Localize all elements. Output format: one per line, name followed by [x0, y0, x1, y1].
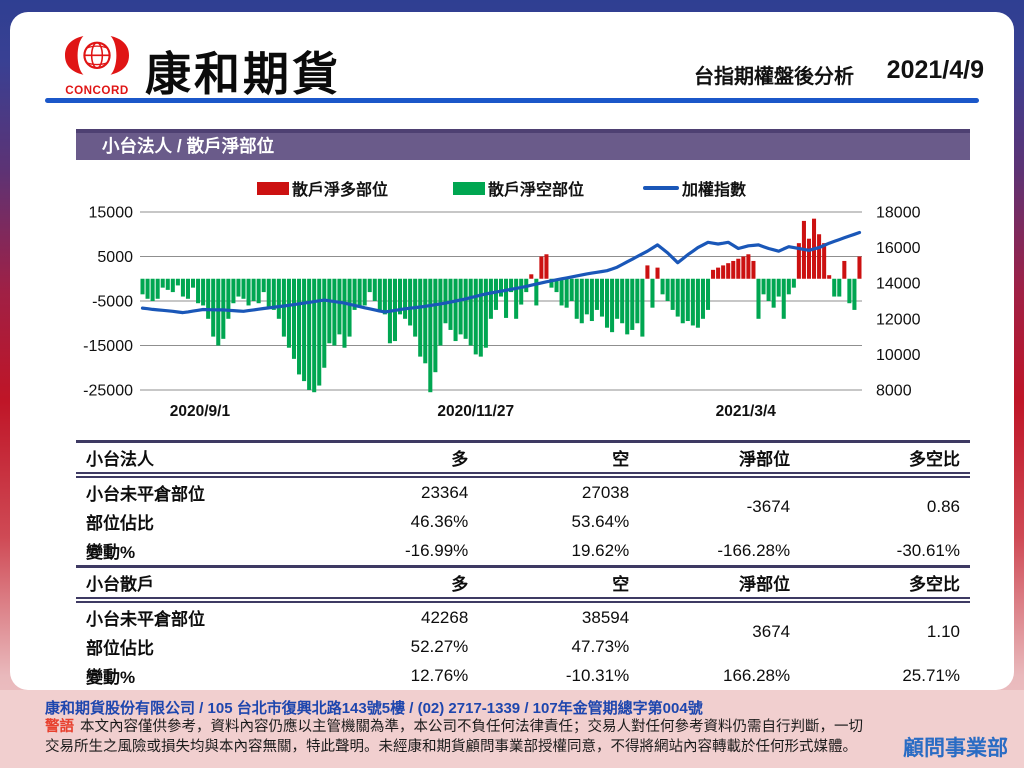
- cell-net: -166.28%: [717, 540, 791, 560]
- cell-long: 23364: [421, 482, 469, 502]
- left-axis-labels: 15000 5000 -5000 -15000 -25000: [83, 205, 133, 400]
- cell-long: -16.99%: [404, 540, 469, 560]
- cell-long: 12.76%: [410, 665, 469, 685]
- x-axis-labels: 2020/9/1 2020/11/27 2021/3/4: [170, 403, 777, 420]
- brand-name: 康和期貨: [145, 48, 341, 100]
- cell-ratio: -30.61%: [896, 540, 960, 560]
- cell-net-merged: 3674: [752, 622, 791, 641]
- warning-body: 本文內容僅供參考，資料內容仍應以主管機關為準，本公司不負任何法律責任；交易人對任…: [45, 719, 863, 755]
- section-banner: 小台法人 / 散戶淨部位: [76, 129, 970, 160]
- legend-item-index: 加權指數: [643, 178, 747, 199]
- svg-text:-15000: -15000: [83, 338, 133, 355]
- row-label: 小台未平倉部位: [86, 610, 205, 629]
- cell-short: 47.73%: [571, 636, 630, 656]
- table-header-row: 小台法人 多 空 淨部位 多空比: [76, 441, 970, 478]
- report-card: CONCORD 康和期貨 台指期權盤後分析 2021/4/9 小台法人 / 散戶…: [10, 12, 1014, 693]
- legend-swatch-red: [257, 181, 289, 195]
- section-title: 小台法人 / 散戶淨部位: [102, 136, 275, 156]
- svg-text:2020/9/1: 2020/9/1: [170, 403, 231, 420]
- row-label: 變動%: [86, 543, 136, 562]
- position-tables: 小台法人 多 空 淨部位 多空比 小台未平倉部位 23364 27038 -36…: [76, 440, 970, 693]
- col-header: 空: [478, 441, 640, 478]
- svg-text:2020/11/27: 2020/11/27: [437, 403, 514, 420]
- svg-text:15000: 15000: [89, 205, 134, 222]
- company-info: 康和期貨股份有限公司 / 105 台北市復興北路143號5樓 / (02) 27…: [45, 700, 703, 717]
- col-header: 多: [362, 441, 479, 478]
- svg-text:5000: 5000: [97, 249, 133, 266]
- col-header: 淨部位: [639, 568, 801, 603]
- row-label: 部位佔比: [86, 639, 154, 658]
- table-row: 變動% 12.76% -10.31% 166.28% 25.71%: [76, 661, 970, 692]
- svg-text:16000: 16000: [876, 240, 921, 257]
- cell-long: 46.36%: [410, 511, 469, 531]
- net-position-chart-block: 散戶淨多部位 散戶淨空部位 加權指數 15000 5000 -5000 -15000 -…: [76, 164, 970, 436]
- cell-short: 19.62%: [571, 540, 630, 560]
- cell-short: 38594: [581, 607, 630, 627]
- legend-label: 加權指數: [682, 182, 747, 199]
- report-date: 2021/4/9: [886, 56, 984, 84]
- concord-logo: CONCORD: [65, 35, 129, 97]
- department-name: 顧問事業部: [903, 737, 1008, 760]
- legend-label: 散戶淨多部位: [292, 182, 389, 199]
- cell-long: 42268: [421, 607, 469, 627]
- cell-short: -10.31%: [565, 665, 630, 685]
- table-institutional: 小台法人 多 空 淨部位 多空比 小台未平倉部位 23364 27038 -36…: [76, 440, 970, 568]
- cell-short: 27038: [581, 482, 630, 502]
- row-label: 小台未平倉部位: [86, 485, 205, 504]
- table-row: 變動% -16.99% 19.62% -166.28% -30.61%: [76, 536, 970, 567]
- row-label: 部位佔比: [86, 514, 154, 533]
- legend-label: 散戶淨空部位: [488, 182, 585, 199]
- index-line: [140, 230, 862, 315]
- report-title: 台指期權盤後分析: [694, 66, 854, 88]
- cell-ratio-merged: 1.10: [926, 622, 960, 641]
- table-header-row: 小台散戶 多 空 淨部位 多空比: [76, 568, 970, 603]
- row-label: 變動%: [86, 668, 136, 687]
- table-row: 部位佔比 46.36% 53.64%: [76, 507, 970, 536]
- legend-item-net-long: 散戶淨多部位: [257, 178, 389, 199]
- cell-ratio-merged: 0.86: [926, 497, 960, 516]
- svg-text:-5000: -5000: [92, 294, 133, 311]
- legend-swatch-line: [643, 186, 679, 190]
- svg-text:14000: 14000: [876, 276, 921, 293]
- col-header: 淨部位: [639, 441, 801, 478]
- right-axis-labels: 18000 16000 14000 12000 10000 8000: [876, 205, 921, 400]
- cell-ratio: 25.71%: [902, 665, 960, 685]
- col-header: 多空比: [800, 441, 970, 478]
- svg-text:2021/3/4: 2021/3/4: [716, 403, 777, 420]
- svg-text:12000: 12000: [876, 311, 921, 328]
- header-divider: [45, 98, 979, 103]
- col-header: 多空比: [800, 568, 970, 603]
- col-header: 小台散戶: [76, 568, 363, 603]
- col-header: 小台法人: [76, 441, 363, 478]
- cell-net-merged: -3674: [746, 497, 791, 516]
- warning-label: 警語: [45, 719, 74, 735]
- svg-text:8000: 8000: [876, 383, 912, 400]
- svg-text:10000: 10000: [876, 347, 921, 364]
- cell-short: 53.64%: [571, 511, 630, 531]
- legend-item-net-short: 散戶淨空部位: [453, 178, 585, 199]
- table-row: 小台未平倉部位 23364 27038 -3674 0.86: [76, 475, 970, 517]
- logo-wordmark: CONCORD: [65, 84, 128, 97]
- col-header: 空: [478, 568, 640, 603]
- footer-band: 康和期貨股份有限公司 / 105 台北市復興北路143號5樓 / (02) 27…: [0, 690, 1024, 768]
- net-position-bars: [140, 218, 862, 393]
- disclaimer-text: 警語 本文內容僅供參考，資料內容仍應以主管機關為準，本公司不負任何法律責任；交易人…: [45, 717, 877, 757]
- table-row: 小台未平倉部位 42268 38594 3674 1.10: [76, 600, 970, 642]
- legend-swatch-green: [453, 181, 485, 195]
- net-position-chart: 15000 5000 -5000 -15000 -25000 18000 16000 1400…: [83, 205, 921, 421]
- cell-net: 166.28%: [722, 665, 791, 685]
- cell-long: 52.27%: [410, 636, 469, 656]
- col-header: 多: [362, 568, 479, 603]
- table-retail: 小台散戶 多 空 淨部位 多空比 小台未平倉部位 42268 38594 367…: [76, 568, 970, 693]
- table-row: 部位佔比 52.27% 47.73%: [76, 632, 970, 661]
- svg-text:-25000: -25000: [83, 383, 133, 400]
- svg-text:18000: 18000: [876, 205, 921, 222]
